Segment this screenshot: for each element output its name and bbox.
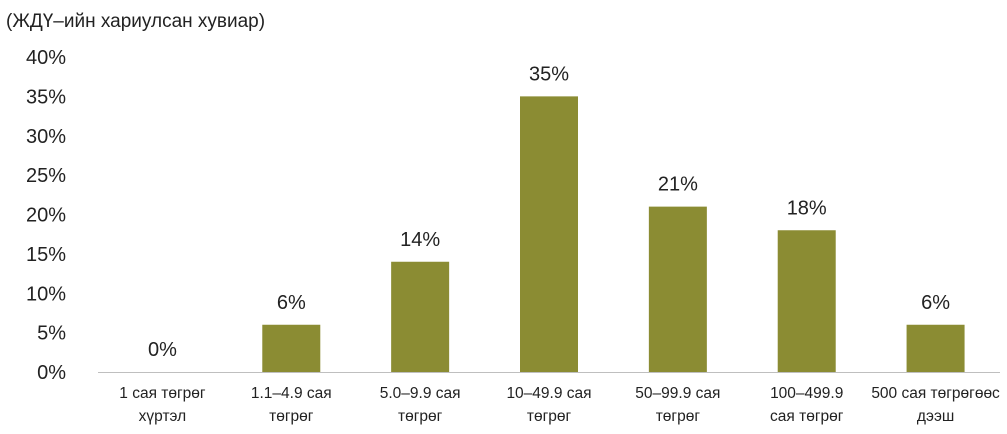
bar	[262, 325, 320, 372]
x-tick-label-line: 500 сая төгрөгөөс	[871, 385, 1000, 402]
x-tick-label-line: сая төгрөг	[770, 408, 844, 425]
x-tick-label-line: 50–99.9 сая	[635, 385, 720, 402]
bar	[778, 230, 836, 372]
data-label: 35%	[529, 63, 569, 85]
y-axis-ticks: 0% 5% 10% 15% 20% 25% 30% 35% 40%	[26, 47, 66, 384]
x-tick-label: 100–499.9 сая төгрөг	[770, 385, 844, 425]
y-tick-label: 25%	[26, 165, 66, 187]
x-tick-label-line: 1 сая төгрөг	[119, 385, 206, 402]
data-label: 6%	[921, 292, 950, 314]
x-tick-label-line: төгрөг	[656, 408, 701, 425]
x-tick-label-line: төгрөг	[398, 408, 443, 425]
y-tick-label: 20%	[26, 205, 66, 227]
y-tick-label: 10%	[26, 283, 66, 305]
x-tick-label: 1.1–4.9 сая төгрөг	[251, 385, 332, 425]
data-label: 18%	[787, 197, 827, 219]
y-tick-label: 40%	[26, 47, 66, 69]
x-tick-label: 10–49.9 сая төгрөг	[506, 385, 591, 425]
y-axis-unit-label: (ЖДҮ–ийн хариулсан хувиар)	[6, 11, 265, 32]
x-tick-label-line: төгрөг	[269, 408, 314, 425]
bar	[520, 96, 578, 372]
x-tick-label-line: 100–499.9	[770, 385, 843, 402]
x-tick-label-line: хүртэл	[139, 408, 187, 425]
x-tick-label: 5.0–9.9 сая төгрөг	[380, 385, 461, 425]
data-label: 6%	[277, 292, 306, 314]
x-tick-label-line: төгрөг	[527, 408, 572, 425]
bar	[391, 262, 449, 372]
y-tick-label: 0%	[37, 362, 66, 384]
x-tick-label-line: дээш	[917, 408, 954, 425]
data-label: 14%	[400, 229, 440, 251]
x-tick-label-line: 10–49.9 сая	[506, 385, 591, 402]
x-tick-label-line: 1.1–4.9 сая	[251, 385, 332, 402]
x-tick-label: 50–99.9 сая төгрөг	[635, 385, 720, 425]
x-tick-label: 1 сая төгрөг хүртэл	[119, 385, 206, 425]
data-label: 21%	[658, 174, 698, 196]
y-tick-label: 35%	[26, 86, 66, 108]
bar	[907, 325, 965, 372]
y-tick-label: 15%	[26, 244, 66, 266]
x-tick-label-line: 5.0–9.9 сая	[380, 385, 461, 402]
bar	[649, 207, 707, 372]
y-tick-label: 30%	[26, 126, 66, 148]
data-label: 0%	[148, 339, 177, 361]
bars	[262, 96, 964, 372]
y-tick-label: 5%	[37, 323, 66, 345]
x-tick-label: 500 сая төгрөгөөс дээш	[871, 385, 1000, 425]
